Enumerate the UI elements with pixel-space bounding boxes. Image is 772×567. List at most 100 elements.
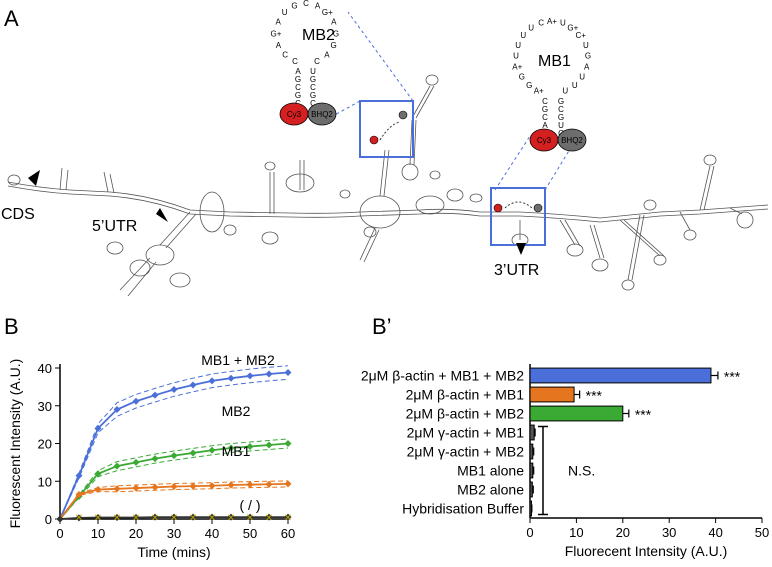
mb2-fluor-dot	[369, 135, 379, 145]
data-point	[246, 513, 254, 521]
mb2-loop-nt: G	[333, 29, 339, 38]
bar	[529, 367, 712, 384]
mb1-loop-nt: G	[526, 81, 532, 90]
data-point	[94, 470, 102, 478]
control-marker: ✕	[284, 513, 292, 524]
data-point	[113, 513, 121, 521]
mb2-loop-nt: C	[314, 57, 320, 66]
mb1-loop-nt: U	[528, 24, 534, 33]
mb1-beacon: MB1 A+GGA+UUUUCA+UG+C+UGAUUUCGCAGCGCGUCG…	[512, 17, 591, 152]
mb2-stem-nt: G	[295, 91, 301, 100]
data-point	[227, 374, 235, 382]
utr3-label: 3’UTR	[494, 262, 539, 279]
control-marker: ✕	[113, 513, 121, 524]
utr5-arrow-icon	[156, 208, 168, 222]
mb1-quencher-dot	[533, 203, 543, 213]
mb1-quencher	[557, 128, 587, 152]
ci-band-line	[59, 378, 289, 520]
data-point	[75, 472, 83, 480]
mb2-loop-nt: C	[282, 51, 288, 60]
mb1-quencher-label: BHQ2	[561, 136, 583, 145]
data-point	[132, 513, 140, 521]
mb1-loop-nt: G+	[567, 24, 578, 33]
cds-label: CDS	[1, 206, 35, 223]
control-annotation: ( / )	[240, 497, 261, 513]
control-marker: ✕	[208, 513, 216, 524]
significance-label: ***	[724, 369, 741, 385]
mb1-stem-nt: G	[558, 113, 564, 122]
cds-arrow-icon	[28, 170, 40, 186]
mb1-loop-nt: U	[520, 31, 526, 40]
utr3-arrow-icon	[516, 243, 526, 255]
mb2-quencher-dot	[398, 110, 408, 120]
panel-b-label: B	[4, 314, 19, 339]
data-point	[75, 490, 83, 498]
mb2-loop-nt: G	[330, 41, 336, 50]
data-point	[113, 406, 121, 414]
mb1-loop-nt: C+	[575, 31, 586, 40]
category-label: MB1 alone	[457, 463, 524, 479]
mb1-stem-nt: C	[542, 97, 548, 106]
x-tick-label: 40	[708, 525, 722, 540]
data-point	[189, 381, 197, 389]
data-point	[132, 397, 140, 405]
x-tick-label: 0	[56, 526, 63, 541]
mb2-quencher-label: BHQ2	[311, 110, 333, 119]
data-point	[113, 462, 121, 470]
mb1-site-box	[490, 187, 546, 246]
mb1-stem-nt: G	[542, 105, 548, 114]
mb1-loop-nt: U	[572, 81, 578, 90]
mb2-stem-nt: C	[310, 99, 316, 108]
data-point	[227, 513, 235, 521]
mb2-stem-nt: G	[310, 75, 316, 84]
bar	[529, 386, 575, 403]
rna-secondary-structure	[7, 11, 769, 297]
mb2-site-box	[359, 100, 414, 158]
utr5-label: 5’UTR	[92, 218, 137, 235]
mb2-loop-nt: A	[324, 51, 330, 60]
significance-label: ***	[635, 407, 652, 423]
data-point	[94, 486, 102, 494]
bar	[529, 462, 534, 479]
mb1-loop-nt: A+	[547, 17, 557, 26]
mb2-stem-nt: U	[310, 67, 316, 76]
mb1-loop-nt: U	[583, 41, 589, 50]
data-point	[56, 515, 64, 523]
time-course-chart: 0 10 20 30 40 0 10 20 30 40 50 60 Time (mins) Fluores…	[7, 352, 295, 560]
x-axis-title: Fluorecent Intensity (A.U.)	[565, 543, 728, 559]
y-tick-label: 30	[38, 399, 52, 414]
data-point	[265, 441, 273, 449]
data-point	[151, 483, 159, 491]
mb1-loop-nt: U	[579, 73, 585, 82]
data-point	[284, 440, 292, 447]
mb2-stem-nt: G	[310, 91, 316, 100]
mb1-loop-nt: A	[584, 63, 590, 72]
category-label: Hybridisation Buffer	[402, 501, 524, 517]
data-point	[170, 452, 178, 460]
mb2-stem-nt: A	[295, 67, 301, 76]
panel-a-label: A	[4, 6, 19, 31]
category-label: 2μM β-actin + MB2	[406, 406, 525, 422]
x-tick-label: 30	[167, 526, 181, 541]
y-axis-title: Fluorescent Intensity (A.U.)	[7, 359, 23, 529]
data-point	[284, 480, 292, 488]
mb2-loop-nt: U	[282, 8, 288, 17]
category-label: 2μM γ-actin + MB1	[407, 425, 525, 441]
mb1-fluor-label: Cy3	[537, 136, 552, 145]
control-marker: ✕	[246, 513, 254, 524]
data-point	[208, 446, 216, 454]
mb2-stem-nt: C	[310, 83, 316, 92]
control-marker: ✕	[132, 513, 140, 524]
ci-band-line	[59, 438, 289, 520]
mb2-stem-nt: G	[295, 75, 301, 84]
data-point	[227, 481, 235, 489]
data-point	[132, 484, 140, 492]
mb1-stem-nt: A	[542, 121, 548, 130]
mb2-name: MB2	[302, 27, 335, 44]
category-label: 2μM β-actin + MB1	[406, 387, 525, 403]
data-point	[132, 458, 140, 466]
category-label: 2μM β-actin + MB1 + MB2	[361, 368, 524, 384]
mb1-loop-nt: A+	[534, 87, 544, 96]
